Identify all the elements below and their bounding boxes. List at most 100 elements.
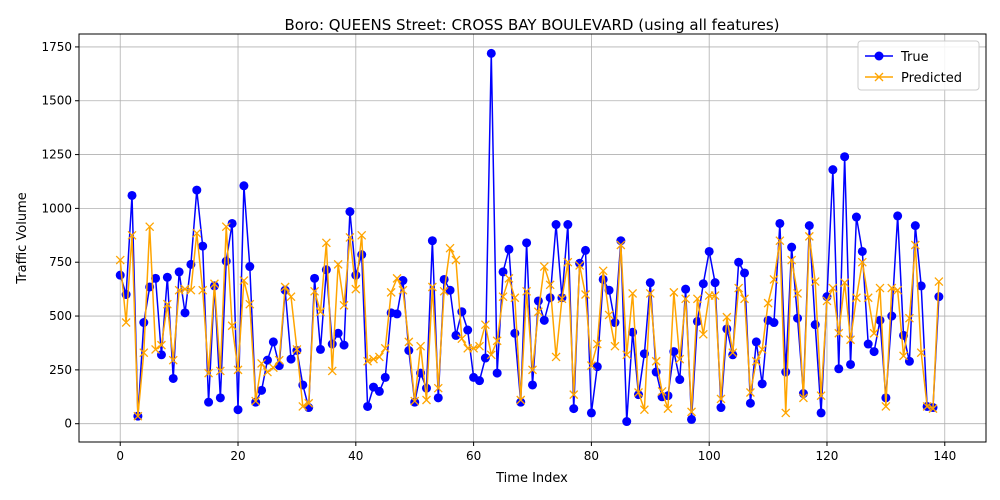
data-point-true	[345, 207, 355, 217]
x-marker-stroke	[740, 294, 749, 304]
x-marker-stroke	[840, 278, 850, 288]
x-marker-stroke	[139, 348, 149, 358]
data-point-predicted	[922, 402, 932, 411]
x-marker-stroke	[569, 390, 579, 400]
data-point-true	[268, 337, 278, 347]
data-point-true	[616, 236, 626, 246]
data-point-predicted	[251, 396, 261, 406]
x-marker-stroke	[934, 277, 944, 287]
x-marker-stroke	[899, 351, 909, 361]
data-point-predicted	[651, 356, 661, 366]
data-point-true	[151, 273, 161, 283]
data-point-true	[198, 241, 208, 251]
x-marker-stroke	[192, 228, 202, 238]
data-point-predicted	[533, 307, 543, 317]
data-point-true	[127, 190, 137, 200]
data-point-predicted	[145, 222, 155, 232]
y-axis-label: Traffic Volume	[15, 192, 30, 285]
x-marker-stroke	[457, 334, 467, 344]
data-point-true	[404, 345, 414, 355]
x-marker-stroke	[162, 299, 172, 309]
data-point-predicted	[363, 356, 373, 366]
data-point-predicted	[881, 402, 891, 411]
data-point-true	[675, 375, 685, 385]
data-point-predicted	[798, 393, 808, 403]
data-point-predicted	[657, 386, 667, 396]
data-point-true	[816, 408, 826, 418]
data-point-predicted	[404, 337, 414, 347]
x-marker-stroke	[846, 335, 855, 345]
x-marker-stroke	[221, 222, 231, 232]
x-marker-stroke	[115, 255, 125, 265]
data-point-true	[192, 185, 202, 195]
data-point-predicted	[156, 340, 166, 350]
data-point-predicted	[439, 286, 449, 296]
data-point-predicted	[475, 341, 484, 351]
data-point-predicted	[575, 260, 585, 270]
data-point-predicted	[192, 228, 202, 238]
x-marker-stroke	[145, 222, 155, 232]
x-marker-stroke	[763, 298, 773, 308]
data-point-true	[162, 272, 172, 282]
data-point-true	[257, 385, 267, 395]
data-point-predicted	[775, 236, 785, 246]
x-marker-stroke	[745, 388, 755, 397]
data-point-true	[810, 320, 820, 330]
data-point-true	[233, 405, 243, 415]
x-marker-stroke	[168, 355, 178, 365]
data-point-predicted	[321, 238, 331, 248]
data-point-predicted	[728, 348, 738, 358]
data-point-true	[204, 397, 214, 407]
data-point-true	[569, 404, 579, 414]
data-point-true	[716, 403, 726, 413]
x-marker-stroke	[263, 367, 272, 377]
data-point-true	[451, 330, 461, 340]
data-point-predicted	[121, 318, 131, 327]
x-marker-stroke	[469, 343, 479, 353]
x-marker-stroke	[893, 285, 903, 295]
x-marker-stroke	[857, 257, 867, 267]
x-marker-stroke	[681, 294, 691, 304]
data-point-predicted	[928, 404, 938, 414]
data-point-true	[769, 318, 779, 328]
data-point-true	[363, 401, 373, 411]
data-point-true	[916, 281, 926, 291]
data-point-true	[793, 313, 803, 323]
x-marker-stroke	[380, 343, 390, 353]
series-predicted-line	[119, 225, 940, 417]
x-marker-stroke	[663, 404, 673, 414]
x-marker-stroke	[292, 344, 302, 354]
x-marker-stroke	[480, 320, 490, 330]
x-marker-stroke	[822, 296, 832, 306]
data-point-true	[227, 218, 237, 228]
data-point-predicted	[681, 294, 691, 304]
data-point-predicted	[669, 287, 679, 297]
data-point-predicted	[528, 365, 537, 375]
data-point-predicted	[628, 288, 638, 298]
x-marker-stroke	[816, 391, 826, 401]
x-marker-stroke	[692, 294, 702, 304]
data-point-predicted	[339, 300, 349, 310]
x-marker-stroke	[274, 355, 284, 365]
data-point-predicted	[887, 283, 897, 293]
data-point-predicted	[422, 395, 431, 405]
data-point-predicted	[510, 293, 520, 303]
data-point-predicted	[263, 367, 272, 377]
data-point-true	[704, 246, 714, 256]
data-point-predicted	[822, 296, 832, 306]
x-marker-stroke	[422, 395, 431, 405]
data-point-predicted	[722, 312, 732, 322]
data-point-true	[745, 398, 755, 408]
x-marker-stroke	[592, 339, 602, 349]
x-marker-stroke	[280, 282, 290, 292]
x-marker-stroke	[245, 299, 255, 309]
data-point-predicted	[763, 298, 773, 308]
x-tick-label: 20	[230, 449, 245, 463]
legend-label: True	[900, 50, 929, 65]
data-point-true	[398, 276, 408, 286]
data-point-true	[804, 221, 814, 231]
data-point-true	[781, 367, 791, 377]
chart-title: Boro: QUEENS Street: CROSS BAY BOULEVARD…	[285, 16, 780, 34]
data-point-true	[910, 221, 920, 231]
